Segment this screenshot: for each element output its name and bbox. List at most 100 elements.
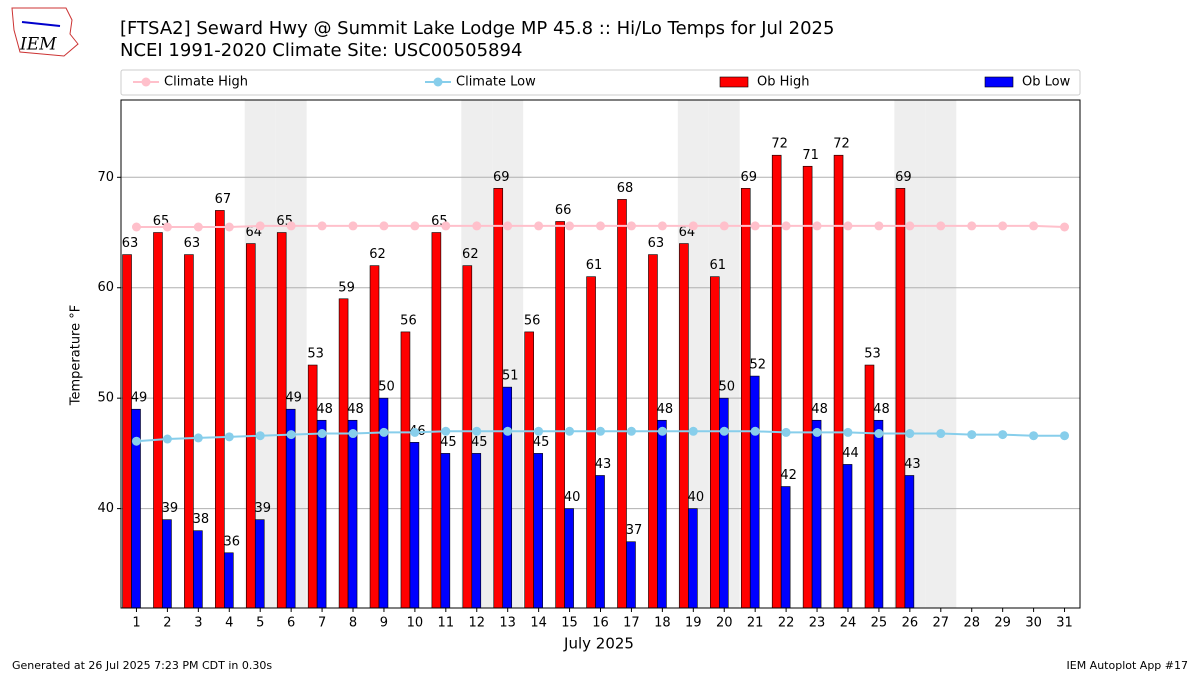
x-tick-label: 4: [225, 616, 233, 631]
bar: [679, 243, 689, 609]
line-marker: [410, 221, 420, 231]
line-marker: [472, 221, 482, 231]
x-axis-label: July 2025: [563, 635, 634, 653]
bar: [710, 276, 720, 609]
line-marker: [379, 427, 389, 437]
x-tick-label: 13: [499, 616, 516, 631]
bar-value-label: 44: [842, 446, 859, 461]
line-marker: [379, 221, 389, 231]
bar: [533, 453, 543, 609]
line-marker: [967, 221, 977, 231]
x-tick-label: 8: [349, 616, 357, 631]
x-tick-label: 23: [809, 616, 826, 631]
line-marker: [967, 430, 977, 440]
line-marker: [905, 429, 915, 439]
line-marker: [224, 432, 234, 442]
line-marker: [936, 221, 946, 231]
y-tick-label: 60: [97, 280, 114, 295]
x-tick-label: 27: [933, 616, 950, 631]
logo-outline: [11, 7, 79, 57]
x-tick-label: 9: [380, 616, 388, 631]
bar-value-label: 39: [162, 501, 179, 516]
line-marker: [998, 221, 1008, 231]
x-tick-label: 25: [871, 616, 888, 631]
bar: [502, 386, 513, 609]
bar-value-label: 56: [400, 313, 417, 328]
bar: [316, 419, 327, 609]
x-tick-label: 21: [747, 616, 764, 631]
bar: [771, 154, 782, 609]
bar-value-label: 56: [524, 313, 541, 328]
line-marker: [596, 221, 605, 231]
x-tick-label: 16: [592, 616, 609, 631]
line-marker: [998, 430, 1008, 440]
bar: [440, 453, 451, 609]
bar: [524, 331, 534, 609]
bar: [276, 232, 287, 609]
y-axis-label: Temperature °F: [69, 305, 84, 406]
weekend-shade: [925, 100, 957, 608]
logo-text: IEM: [19, 35, 57, 55]
bar: [657, 419, 667, 609]
line-marker: [812, 427, 822, 437]
bar: [811, 419, 822, 609]
line-marker: [162, 222, 172, 232]
bar-value-label: 40: [688, 490, 705, 505]
line-marker: [874, 429, 884, 439]
bar: [184, 254, 194, 609]
bar: [626, 541, 636, 609]
bar-value-label: 48: [811, 402, 828, 417]
bar-value-label: 62: [462, 247, 479, 262]
x-tick-label: 15: [561, 616, 578, 631]
line-marker: [162, 434, 172, 444]
line-marker: [317, 221, 327, 231]
bar: [431, 232, 442, 609]
bar-value-label: 69: [493, 170, 510, 185]
line-marker: [750, 426, 760, 436]
legend-swatch: [719, 76, 749, 88]
bar-value-label: 71: [802, 148, 819, 163]
line-marker: [193, 222, 203, 232]
bar-value-label: 49: [285, 391, 302, 406]
bar: [595, 475, 605, 609]
line-marker: [626, 426, 636, 436]
x-tick-label: 24: [840, 616, 857, 631]
line-marker: [286, 430, 296, 440]
bar-value-label: 53: [307, 347, 324, 362]
line-marker: [131, 222, 141, 232]
bar-value-label: 69: [740, 170, 757, 185]
bar: [617, 199, 627, 609]
bar: [740, 188, 751, 609]
y-tick-label: 40: [97, 501, 114, 516]
bar-value-label: 48: [316, 402, 333, 417]
bar: [224, 552, 234, 609]
bar: [904, 475, 915, 609]
bar: [245, 243, 256, 609]
chart-subtitle: NCEI 1991-2020 Climate Site: USC00505894: [120, 40, 522, 61]
bar-value-label: 69: [895, 170, 912, 185]
x-tick-label: 28: [963, 616, 980, 631]
line-marker: [286, 221, 296, 231]
line-marker: [750, 221, 760, 231]
bar-value-label: 39: [254, 501, 271, 516]
bar: [193, 530, 203, 609]
bar-value-label: 40: [564, 490, 581, 505]
legend-swatch: [984, 76, 1014, 88]
plot-frame: [120, 99, 1081, 609]
line-marker: [255, 431, 265, 441]
bar: [802, 165, 813, 609]
line-marker: [441, 426, 451, 436]
line-marker: [719, 426, 729, 436]
line-marker: [936, 429, 946, 439]
bar: [409, 442, 420, 609]
bar-value-label: 63: [648, 236, 665, 251]
line-marker: [1060, 431, 1070, 441]
x-tick-label: 22: [778, 616, 795, 631]
bar-value-label: 66: [555, 203, 572, 218]
x-tick-label: 17: [623, 616, 640, 631]
legend-marker: [433, 77, 443, 87]
line-marker: [1029, 431, 1039, 441]
bar-value-label: 72: [833, 137, 850, 152]
bar-value-label: 59: [338, 280, 355, 295]
x-tick-label: 19: [685, 616, 702, 631]
